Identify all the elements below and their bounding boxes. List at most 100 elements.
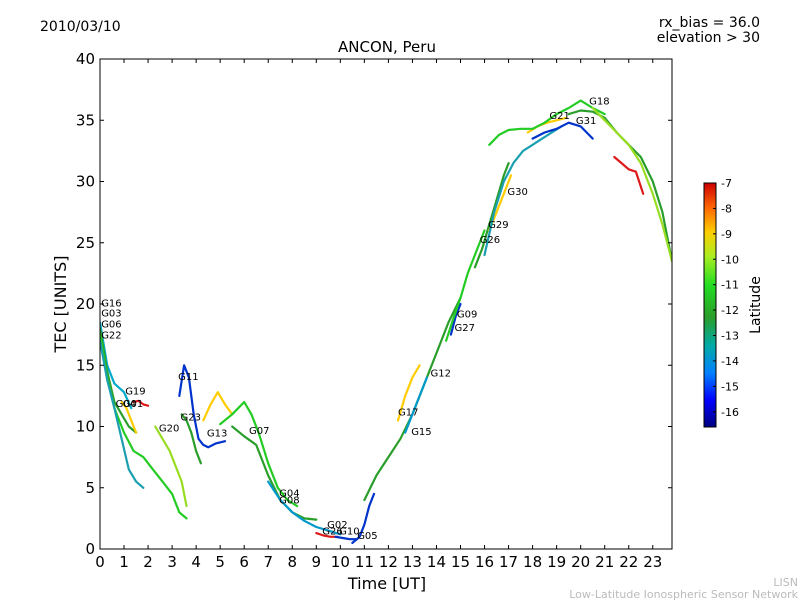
sat-label: G26 (480, 235, 500, 246)
colorbar-tick-label: -13 (721, 330, 739, 343)
x-tick-label: 22 (619, 553, 638, 571)
colorbar-tick-label: -11 (721, 279, 739, 292)
sat-label: G10 (339, 526, 359, 537)
colorbar-tick-label: -8 (721, 202, 732, 215)
sat-label: G06 (101, 319, 121, 330)
y-tick-label: 35 (76, 111, 95, 129)
sat-label: G26 (322, 526, 342, 537)
sat-label: G15 (411, 427, 431, 438)
x-tick-label: 5 (215, 553, 225, 571)
sat-label: G18 (589, 96, 609, 107)
x-tick-label: 9 (312, 553, 322, 571)
x-axis-label: Time [UT] (347, 574, 426, 593)
info-line-1: rx_bias = 36.0 (659, 15, 760, 31)
y-tick-label: 10 (76, 418, 95, 436)
colorbar-tick-label: -7 (721, 177, 732, 190)
colorbar-tick-label: -9 (721, 228, 732, 241)
sat-label: G09 (457, 310, 477, 321)
x-tick-label: 20 (571, 553, 590, 571)
x-tick-label: 11 (355, 553, 374, 571)
series-g10 (334, 535, 359, 541)
x-tick-label: 6 (239, 553, 249, 571)
sat-label: G11 (178, 372, 198, 383)
series-g26b (473, 162, 510, 269)
series-g18 (488, 99, 606, 146)
x-tick-label: 3 (167, 553, 177, 571)
x-tick-label: 14 (427, 553, 446, 571)
x-tick-label: 16 (475, 553, 494, 571)
series-g30 (483, 125, 563, 257)
series-g19 (132, 399, 150, 407)
sat-label: G05 (357, 531, 377, 542)
series-g20 (154, 425, 188, 508)
sat-label: G17 (398, 408, 418, 419)
y-tick-label: 20 (76, 295, 95, 313)
y-tick-label: 25 (76, 234, 95, 252)
x-tick-label: 21 (595, 553, 614, 571)
series-g11 (178, 364, 227, 449)
sat-label: G21 (549, 111, 569, 122)
date-label: 2010/03/10 (40, 19, 121, 35)
sat-label: G23 (181, 412, 201, 423)
x-tick-label: 8 (287, 553, 297, 571)
series-g17 (396, 364, 421, 422)
colorbar-ticks: -7 -8 -9 -10 -11 -12 -13 -14 -15 -16 (713, 177, 739, 419)
sat-label: G03 (101, 308, 121, 319)
x-tick-label: 18 (523, 553, 542, 571)
y-tick-label: 40 (76, 50, 95, 68)
watermark-line-2: Low-Latitude Ionospheric Sensor Network (569, 588, 798, 600)
colorbar-tick-label: -16 (721, 406, 739, 419)
series-g04 (120, 400, 138, 434)
x-tick-label: 13 (403, 553, 422, 571)
y-tick-label: 5 (85, 479, 95, 497)
colorbar-tick-label: -15 (721, 380, 739, 393)
series-g23 (180, 413, 202, 465)
chart-title: ANCON, Peru (338, 38, 436, 56)
sat-label: G04 (279, 488, 299, 499)
x-tick-label: 4 (191, 553, 201, 571)
sat-label: G30 (507, 187, 527, 198)
x-axis-ticks: 0 1 2 3 4 5 6 7 8 9 10 11 12 13 14 15 16 17 18 19 20 21 22 23 (95, 59, 662, 571)
watermark-line-1: LISN (773, 576, 798, 589)
series-g24 (591, 106, 672, 263)
sat-label: G29 (488, 220, 508, 231)
series-g14 (613, 155, 645, 195)
series-g07 (219, 400, 299, 508)
info-line-2: elevation > 30 (657, 30, 760, 46)
series-g09 (445, 229, 486, 342)
x-tick-label: 0 (95, 553, 105, 571)
sat-label: G04 (116, 399, 136, 410)
series-g02 (267, 480, 342, 536)
colorbar-label: Latitude (748, 276, 764, 334)
sat-label: G07 (249, 426, 269, 437)
sat-label: G12 (431, 368, 451, 379)
x-tick-label: 23 (643, 553, 662, 571)
y-tick-label: 30 (76, 173, 95, 191)
series-g26 (315, 531, 339, 538)
y-axis-label: TEC [UNITS] (51, 256, 70, 354)
x-tick-label: 15 (451, 553, 470, 571)
sat-label: G13 (207, 428, 227, 439)
x-tick-label: 12 (379, 553, 398, 571)
x-tick-label: 7 (263, 553, 273, 571)
sat-label: G01 (123, 399, 143, 410)
series-g13 (202, 391, 234, 422)
sat-label: G20 (159, 423, 179, 434)
series-g31 (531, 121, 594, 140)
colorbar-tick-label: -10 (721, 253, 739, 266)
series-g22 (100, 339, 145, 489)
series-g08 (231, 425, 318, 521)
x-tick-label: 1 (119, 553, 129, 571)
x-tick-label: 19 (547, 553, 566, 571)
colorbar-tick-label: -14 (721, 355, 739, 368)
x-tick-label: 10 (331, 553, 350, 571)
sat-label: G19 (125, 387, 145, 398)
y-tick-label: 0 (85, 540, 95, 558)
sat-label: G31 (576, 116, 596, 127)
sat-label: G27 (455, 323, 475, 334)
colorbar-tick-label: -12 (721, 304, 739, 317)
y-tick-label: 15 (76, 356, 95, 374)
series-g15 (363, 296, 462, 502)
